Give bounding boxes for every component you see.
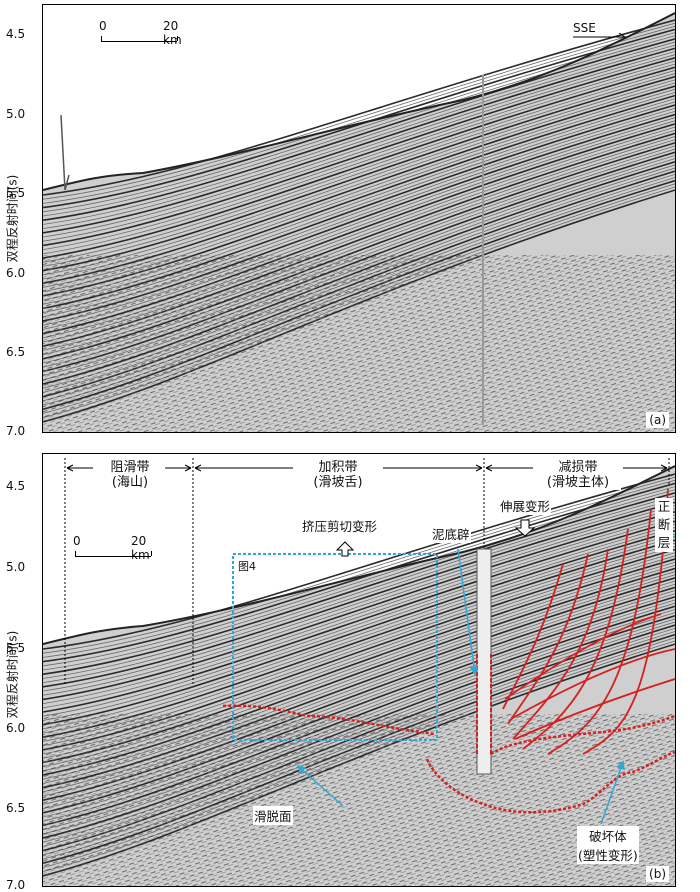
direction-indicator: SSE xyxy=(573,17,633,41)
seismic-panel-b: 阻滑带 (海山) 加积带 (滑坡舌) 减损带 (滑坡主体) 挤压剪切变形 图4 … xyxy=(42,453,676,887)
seismic-reflector xyxy=(43,60,675,250)
scale-bar-a-start: 0 xyxy=(99,19,107,33)
y-tick-a-7.0: 7.0 xyxy=(6,424,26,438)
seismic-reflector xyxy=(43,19,675,196)
seismic-reflector xyxy=(43,495,675,679)
direction-arrow-icon xyxy=(573,33,627,38)
seismic-reflector xyxy=(43,41,675,225)
scale-bar-a-end: 20 km xyxy=(163,19,194,47)
zone-accretion-name: 加积带 xyxy=(318,460,358,475)
seismic-reflector xyxy=(43,486,675,667)
seismic-image-a xyxy=(43,12,675,432)
seismic-reflector xyxy=(43,508,675,696)
panel-a-label: (a) xyxy=(646,412,669,428)
seismic-reflector xyxy=(43,22,675,200)
seismic-reflector xyxy=(43,51,675,238)
seismic-reflector xyxy=(43,73,675,267)
seismic-reflector xyxy=(43,28,675,209)
y-tick-b-7.0: 7.0 xyxy=(6,878,26,892)
seismic-reflector xyxy=(43,501,675,688)
seismic-reflector xyxy=(43,520,675,713)
seismic-reflector xyxy=(43,32,675,213)
seismic-reflector xyxy=(43,489,675,671)
detachment-label: 滑脱面 xyxy=(253,806,293,825)
seismic-reflector xyxy=(43,44,675,229)
seismic-reflector xyxy=(43,54,675,242)
seismic-reflector xyxy=(43,473,675,650)
extension-label: 伸展变形 xyxy=(499,496,552,515)
seismic-image-b xyxy=(43,458,675,886)
seismic-reflector xyxy=(43,47,675,234)
seismic-reflector xyxy=(43,498,675,683)
scale-bar-a: 0 20 km xyxy=(99,19,194,49)
seismic-reflector xyxy=(43,25,675,204)
normal-fault-char-1: 正 xyxy=(657,499,671,514)
scale-bar-b-end: 20 km xyxy=(131,534,168,562)
compression-label: 挤压剪切变形 xyxy=(301,516,379,535)
seismic-reflector xyxy=(43,476,675,654)
scale-bar-b: 0 20 km xyxy=(73,534,168,564)
zone-accretion: 加积带 (滑坡舌) xyxy=(295,460,381,490)
figure4-label: 图4 xyxy=(237,558,257,574)
seismic-reflector xyxy=(43,66,675,259)
y-tick-a-4.5: 4.5 xyxy=(6,27,26,41)
scale-bar-b-start: 0 xyxy=(73,534,81,548)
destroyed-body-label: 破坏体 (塑性变形) xyxy=(577,826,639,864)
panel-b-label: (b) xyxy=(646,866,669,882)
destroyed-body-text: 破坏体 xyxy=(589,829,627,844)
seismic-reflector xyxy=(43,524,675,717)
seismic-panel-a: (a) 0 20 km SSE xyxy=(42,4,676,433)
normal-fault-char-3: 层 xyxy=(657,535,671,550)
zone-depletion-name: 减损带 xyxy=(558,460,598,475)
plastic-deformation-text: (塑性变形) xyxy=(578,848,638,863)
y-tick-b-4.5: 4.5 xyxy=(6,479,26,493)
y-tick-b-5.5: 5.5 xyxy=(6,641,26,655)
normal-fault-label: 正 断 层 xyxy=(655,498,673,552)
seismic-reflector xyxy=(43,57,675,247)
figure-4-box xyxy=(232,553,438,741)
seismic-reflector xyxy=(43,482,675,663)
zone-resist-name: 阻滑带 xyxy=(110,460,150,475)
seismic-reflector xyxy=(43,63,675,255)
zone-depletion: 减损带 (滑坡主体) xyxy=(535,460,621,490)
y-tick-b-6.5: 6.5 xyxy=(6,801,26,815)
direction-label: SSE xyxy=(573,21,596,35)
seismic-reflector xyxy=(43,517,675,709)
seismic-reflector xyxy=(43,529,675,726)
y-tick-b-6.0: 6.0 xyxy=(6,721,26,735)
zone-resist-sub: (海山) xyxy=(111,475,149,490)
seismic-reflector xyxy=(43,514,675,704)
seismic-reflector xyxy=(43,479,675,658)
y-tick-a-5.5: 5.5 xyxy=(6,186,26,200)
normal-fault-char-2: 断 xyxy=(657,517,671,532)
seismic-reflector xyxy=(43,511,675,701)
seismic-reflector xyxy=(43,527,675,721)
zone-resist: 阻滑带 (海山) xyxy=(95,460,165,490)
y-tick-b-5.0: 5.0 xyxy=(6,560,26,574)
y-tick-a-6.0: 6.0 xyxy=(6,266,26,280)
seismic-reflector xyxy=(43,492,675,675)
zone-accretion-sub: (滑坡舌) xyxy=(313,475,363,490)
seismic-reflector xyxy=(43,38,675,221)
y-tick-a-6.5: 6.5 xyxy=(6,345,26,359)
seismic-reflector xyxy=(43,70,675,263)
zone-depletion-sub: (滑坡主体) xyxy=(546,475,610,490)
seismic-reflector xyxy=(43,505,675,692)
y-tick-a-5.0: 5.0 xyxy=(6,107,26,121)
mud-diapir-label: 泥底辟 xyxy=(431,524,471,543)
